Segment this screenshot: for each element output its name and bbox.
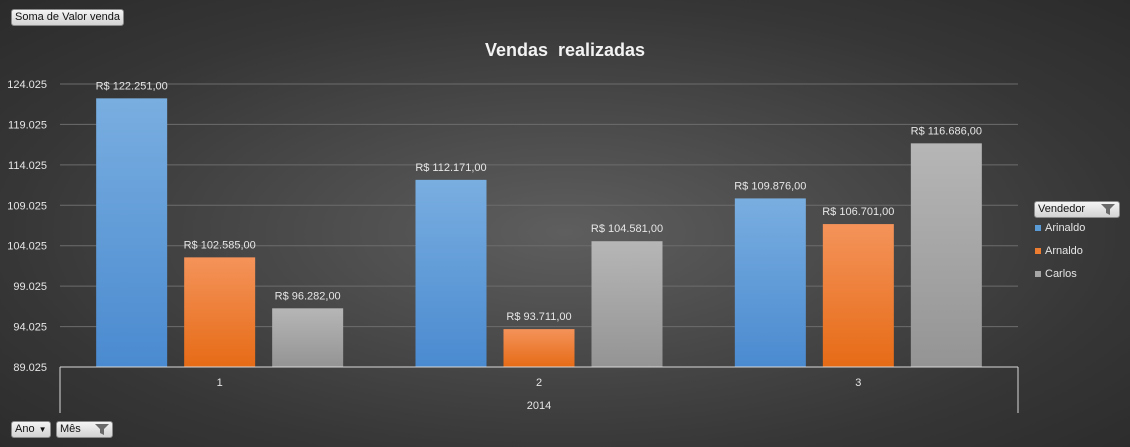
data-label: R$ 104.581,00 bbox=[591, 223, 663, 235]
bar-arnaldo bbox=[822, 224, 894, 367]
legend-item-arnaldo: Arnaldo bbox=[1035, 245, 1083, 257]
legend-item-arinaldo: Arinaldo bbox=[1035, 222, 1085, 234]
bar-arnaldo bbox=[503, 329, 575, 367]
values-field-label: Soma de Valor venda bbox=[15, 11, 120, 23]
bar-carlos bbox=[591, 241, 663, 367]
y-axis: 89.025 94.025 99.025 104.025 109.025 114.025 1… bbox=[7, 79, 47, 374]
x-tick-label: 3 bbox=[855, 377, 861, 389]
ano-field-button[interactable]: Ano ▼ bbox=[11, 421, 51, 438]
y-tick-label: 114.025 bbox=[8, 160, 47, 172]
legend-field-button[interactable]: Vendedor bbox=[1034, 201, 1120, 218]
data-label: R$ 93.711,00 bbox=[506, 311, 571, 323]
y-tick-label: 94.025 bbox=[13, 322, 47, 334]
bar-arnaldo bbox=[184, 257, 256, 367]
chart-title: Vendas realizadas bbox=[485, 40, 645, 60]
y-tick-label: 89.025 bbox=[13, 362, 47, 374]
dropdown-arrow-icon: ▼ bbox=[38, 425, 47, 434]
legend-swatch-arinaldo bbox=[1035, 225, 1041, 232]
legend-label-arnaldo: Arnaldo bbox=[1045, 245, 1083, 257]
legend-item-carlos: Carlos bbox=[1035, 268, 1077, 280]
filter-funnel-icon bbox=[94, 423, 110, 441]
bar-carlos bbox=[910, 143, 982, 367]
bar-arinaldo bbox=[415, 179, 487, 367]
legend-swatch-arnaldo bbox=[1035, 248, 1041, 255]
data-label: R$ 96.282,00 bbox=[275, 290, 341, 302]
mes-field-label: Mês bbox=[60, 423, 81, 435]
x-tick-label: 2 bbox=[536, 377, 542, 389]
bar-arinaldo bbox=[96, 98, 168, 367]
bar-carlos bbox=[272, 308, 344, 367]
y-tick-label: 99.025 bbox=[13, 281, 47, 293]
y-tick-label: 104.025 bbox=[7, 241, 47, 253]
y-tick-label: 109.025 bbox=[7, 200, 47, 212]
bars: R$ 122.251,00 R$ 102.585,00 R$ 96.282,00 R$… bbox=[96, 80, 982, 367]
data-label: R$ 122.251,00 bbox=[96, 80, 168, 92]
data-label: R$ 112.171,00 bbox=[415, 162, 486, 174]
x-group-label: 2014 bbox=[527, 400, 551, 412]
data-label: R$ 102.585,00 bbox=[184, 239, 256, 251]
values-field-button[interactable]: Soma de Valor venda bbox=[11, 9, 124, 26]
legend-swatch-carlos bbox=[1035, 271, 1041, 278]
bar-arinaldo bbox=[734, 198, 806, 367]
data-label: R$ 109.876,00 bbox=[734, 180, 806, 192]
legend-label-carlos: Carlos bbox=[1045, 268, 1077, 280]
legend-label-arinaldo: Arinaldo bbox=[1045, 222, 1086, 234]
legend-field-label: Vendedor bbox=[1038, 203, 1086, 215]
data-label: R$ 116.686,00 bbox=[911, 125, 982, 137]
y-tick-label: 119.025 bbox=[8, 119, 47, 131]
ano-field-label: Ano bbox=[15, 423, 35, 435]
y-tick-label: 124.025 bbox=[7, 79, 47, 91]
mes-field-button[interactable]: Mês bbox=[56, 421, 113, 438]
filter-funnel-icon bbox=[1100, 203, 1116, 221]
x-axis: 1 2 3 2014 bbox=[59, 366, 1019, 413]
data-label: R$ 106.701,00 bbox=[822, 206, 894, 218]
x-tick-label: 1 bbox=[217, 377, 223, 389]
